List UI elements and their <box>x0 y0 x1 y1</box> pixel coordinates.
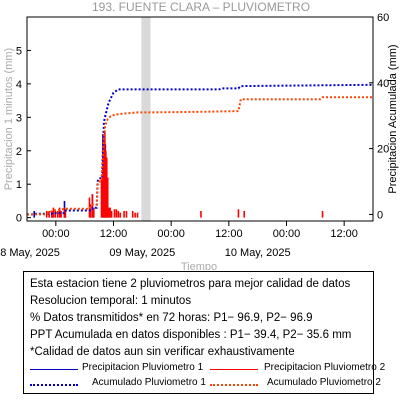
info-line-transmitted: % Datos transmitidos* en 72 horas: P1− 9… <box>30 312 313 324</box>
legend-label-acc2: Acumulado Pluviometro 2 <box>267 377 381 388</box>
x-tick-label: 12:00 <box>215 228 243 240</box>
legend-sample-acc1 <box>30 384 78 386</box>
legend-label-p1: Precipitacion Pluviometro 1 <box>82 362 204 373</box>
left-tick-label: 3 <box>16 112 22 124</box>
left-tick-label: 1 <box>16 179 22 191</box>
x-tick-label: 12:00 <box>330 228 358 240</box>
x-tick-label: 00:00 <box>273 228 301 240</box>
info-line-quality: *Calidad de datos aun sin verificar exha… <box>30 346 295 358</box>
info-line-accumulated: PPT Acumulada en datos disponibles : P1−… <box>30 329 352 341</box>
right-tick-label: 60 <box>377 12 389 24</box>
right-tick-label: 20 <box>377 144 389 156</box>
x-date-labels: 08 May, 2025 09 May, 2025 10 May, 2025 <box>0 247 291 259</box>
legend-sample-p1 <box>30 369 78 370</box>
x-tick-label: 00:00 <box>157 228 185 240</box>
left-axis-label: Precipitacion 1 minutos (mm) <box>3 48 15 190</box>
left-tick-label: 0 <box>16 213 22 225</box>
accumulated-line <box>27 83 374 216</box>
left-tick-label: 4 <box>16 79 22 91</box>
left-tick-label: 5 <box>16 45 22 57</box>
info-line-resolution: Resolucion temporal: 1 minutos <box>30 295 192 307</box>
x-date-label: 08 May, 2025 <box>0 247 60 259</box>
x-axis-label: Tiempo <box>181 261 217 270</box>
legend-label-acc1: Acumulado Pluviometro 1 <box>92 377 206 388</box>
legend-sample-acc2 <box>210 384 258 386</box>
info-line-stations: Esta estacion tiene 2 pluviometros para … <box>30 278 351 290</box>
right-tick-label: 40 <box>377 78 389 90</box>
right-axis-ticks: 0 20 40 60 <box>369 12 389 221</box>
accumulated-lines <box>27 83 374 216</box>
right-tick-label: 0 <box>377 209 383 221</box>
precipitation-chart: 193. FUENTE CLARA – PLUVIOMETRO 0 1 2 3 4 5 0… <box>0 0 399 270</box>
x-date-label: 10 May, 2025 <box>225 247 291 259</box>
left-axis-ticks: 0 1 2 3 4 5 <box>16 45 31 225</box>
x-axis-ticks: 00:00 12:00 00:00 12:00 00:00 12:00 <box>42 221 358 240</box>
right-axis-label: Precipitacion Acumulada (mm) <box>387 44 399 193</box>
x-tick-label: 12:00 <box>100 228 128 240</box>
chart-title: 193. FUENTE CLARA – PLUVIOMETRO <box>92 0 310 14</box>
no-data-band <box>141 17 151 221</box>
x-date-label: 09 May, 2025 <box>109 247 175 259</box>
info-box: Esta estacion tiene 2 pluviometros para … <box>23 271 385 394</box>
x-tick-label: 00:00 <box>42 228 70 240</box>
legend-sample-p2 <box>210 369 258 370</box>
legend-label-p2: Precipitacion Pluviometro 2 <box>264 362 386 373</box>
accumulated-line <box>27 96 373 216</box>
plot-frame <box>26 16 374 222</box>
left-tick-label: 2 <box>16 146 22 158</box>
precipitation-bars <box>33 130 324 218</box>
